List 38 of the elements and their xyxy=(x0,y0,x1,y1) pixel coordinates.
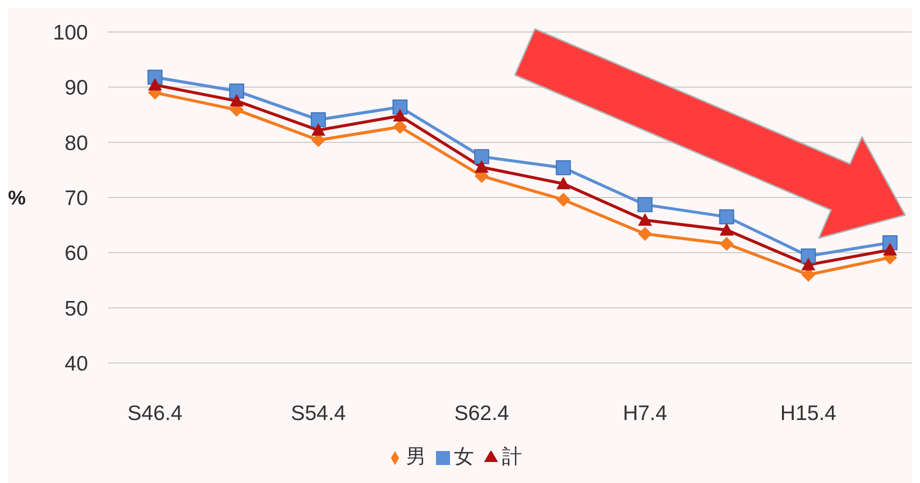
point xyxy=(392,100,408,115)
x-tick-label: H7.4 xyxy=(622,402,668,425)
y-tick-label: 40 xyxy=(64,352,88,376)
point xyxy=(720,223,734,236)
y-tick-label: 100 xyxy=(52,21,88,44)
point xyxy=(474,149,490,164)
point xyxy=(229,84,244,99)
legend-label: 女 xyxy=(454,446,474,468)
x-tick-label: S46.4 xyxy=(128,402,183,425)
y-tick-label: 80 xyxy=(64,132,88,155)
y-axis-title: % xyxy=(8,188,26,210)
point xyxy=(556,160,571,176)
y-tick-label: 70 xyxy=(64,186,88,210)
y-tick-label: 50 xyxy=(64,297,88,320)
point xyxy=(556,192,570,207)
point xyxy=(638,197,652,212)
point xyxy=(393,108,407,122)
x-tick-label: H15.4 xyxy=(780,402,837,425)
point xyxy=(801,258,816,270)
point xyxy=(720,236,734,251)
point xyxy=(719,209,734,224)
x-tick-label: S54.4 xyxy=(290,402,346,425)
point xyxy=(638,226,652,241)
point xyxy=(638,213,652,226)
y-tick-label: 90 xyxy=(64,76,88,100)
y-tick-label: 60 xyxy=(64,242,88,266)
point xyxy=(393,120,407,134)
point xyxy=(800,248,816,264)
point xyxy=(148,78,162,91)
point xyxy=(310,112,326,128)
legend-label: 男 xyxy=(406,446,426,468)
point xyxy=(556,176,570,190)
legend-label: 計 xyxy=(502,446,522,468)
x-tick-label: S62.4 xyxy=(454,402,510,425)
point xyxy=(311,123,326,136)
point xyxy=(474,160,489,173)
point xyxy=(230,94,244,107)
point xyxy=(883,242,897,256)
